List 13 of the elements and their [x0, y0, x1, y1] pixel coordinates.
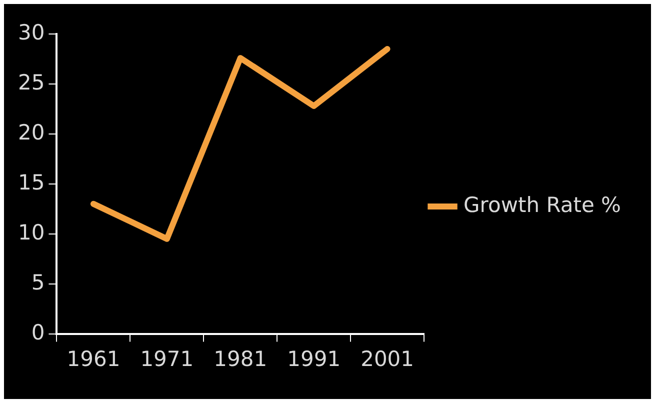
x-tick-label: 1991	[287, 346, 341, 371]
y-tick-label: 0	[31, 320, 45, 344]
y-tick-label: 10	[18, 220, 45, 244]
y-tick-label: 25	[18, 70, 45, 94]
y-tick-label: 5	[31, 270, 45, 294]
x-tick-label: 1971	[140, 346, 194, 371]
y-tick-label: 30	[18, 20, 45, 44]
x-tick-label: 2001	[360, 346, 414, 371]
x-tick-label: 1961	[66, 346, 120, 371]
y-tick-label: 15	[18, 170, 45, 194]
x-tick-label: 1981	[214, 346, 268, 371]
legend-label: Growth Rate %	[464, 192, 622, 217]
y-tick-label: 20	[18, 120, 45, 144]
